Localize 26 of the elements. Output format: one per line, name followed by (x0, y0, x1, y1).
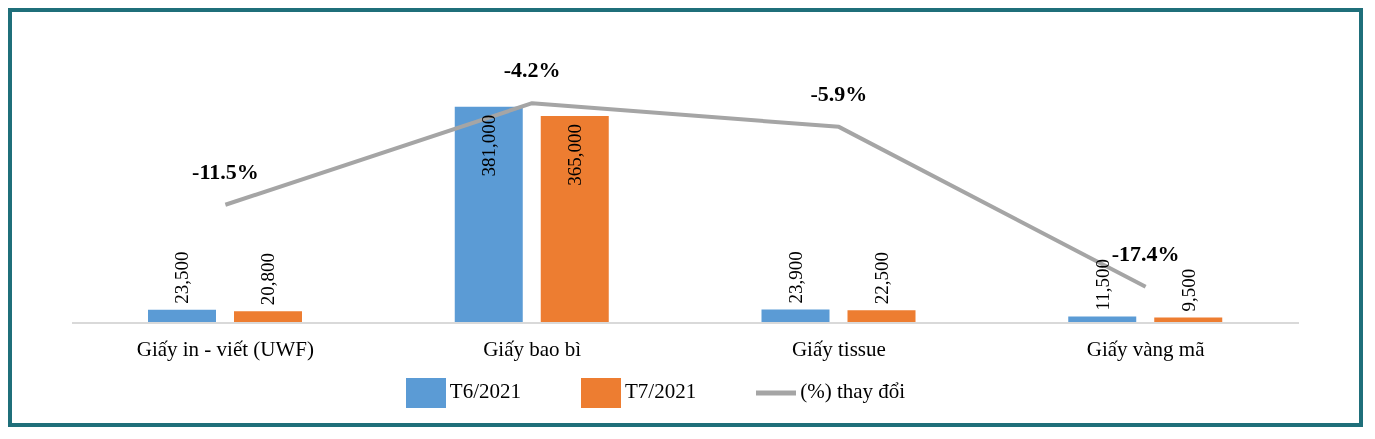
bar (761, 309, 830, 323)
data-label: 381,000 (478, 114, 500, 177)
x-tick-label: Giấy vàng mã (1086, 336, 1206, 361)
data-label: 365,000 (564, 123, 586, 186)
bar (1068, 316, 1137, 323)
legend-label: T7/2021 (625, 378, 697, 403)
bar (234, 311, 302, 323)
data-label: 20,800 (257, 252, 279, 306)
legend-label: (%) thay đổi (800, 378, 906, 403)
x-tick-label: Giấy in - viết (UWF) (136, 336, 315, 361)
data-label: -11.5% (192, 158, 259, 184)
data-label: 11,500 (1091, 258, 1113, 311)
data-label: 23,500 (171, 251, 193, 304)
x-tick-label: Giấy tissue (791, 336, 886, 361)
data-label: -17.4% (1111, 240, 1180, 266)
data-label: -4.2% (503, 57, 561, 83)
data-label: 9,500 (1177, 268, 1199, 312)
bar (454, 106, 523, 323)
bar (847, 310, 916, 323)
bar (148, 309, 216, 323)
data-label: 23,900 (785, 251, 806, 304)
x-tick-label: Giấy bao bì (483, 336, 582, 361)
data-label: 22,500 (871, 251, 892, 305)
bar (540, 115, 609, 323)
legend-label: T6/2021 (449, 378, 521, 403)
data-label: -5.9% (810, 80, 868, 106)
